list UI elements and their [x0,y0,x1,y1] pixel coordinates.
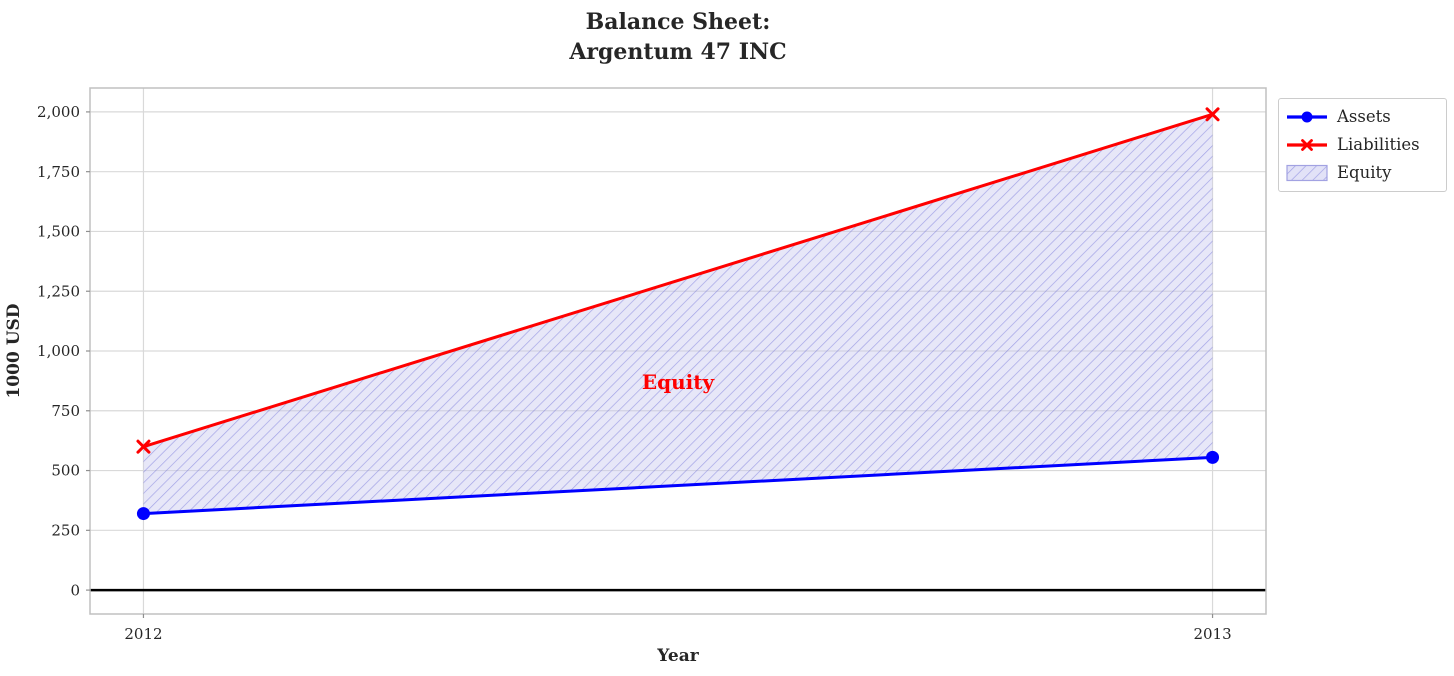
y-tick-label: 1,000 [37,342,80,360]
y-axis-label: 1000 USD [4,303,24,399]
legend-label-assets: Assets [1337,106,1391,126]
y-tick-label: 500 [51,462,80,480]
y-tick-label: 2,000 [37,103,80,121]
equity-annotation: Equity [641,370,715,395]
legend-item-liabilities: Liabilities [1286,131,1438,159]
y-tick-label: 750 [51,402,80,420]
legend-item-equity: Equity [1286,159,1438,187]
legend-item-assets: Assets [1286,103,1438,131]
liabilities-line-swatch [1287,139,1327,151]
assets-marker [1206,450,1220,464]
liabilities-marker [136,439,151,454]
assets-line-swatch [1287,111,1327,123]
x-axis-label: Year [657,646,699,666]
y-tick-label: 1,500 [37,223,80,241]
chart-title-line-1: Balance Sheet: [585,9,771,35]
y-tick-label: 250 [51,522,80,540]
legend-label-liabilities: Liabilities [1337,134,1420,154]
axis-ticks: 0 250 500 750 1,000 1,250 1,500 1,750 2,000 2012 2… [37,103,1232,643]
x-tick-label: 2012 [124,625,162,643]
assets-series [136,450,1220,521]
chart-title: Balance Sheet: Argentum 47 INC [90,7,1266,67]
chart-title-line-2: Argentum 47 INC [569,39,787,65]
legend: Assets Liabilities Equity [1278,98,1447,192]
y-tick-label: 1,250 [37,282,80,300]
equity-area [143,114,1213,514]
liabilities-marker [1205,107,1220,122]
equity-patch-swatch [1286,164,1328,182]
y-tick-label: 1,750 [37,163,80,181]
assets-marker [136,507,150,521]
legend-label-equity: Equity [1337,162,1392,182]
x-tick-label: 2013 [1193,625,1231,643]
y-tick-label: 0 [70,581,80,599]
liabilities-series [136,107,1220,454]
